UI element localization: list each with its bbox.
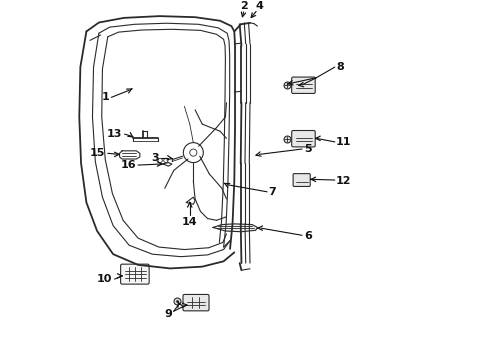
Text: 6: 6: [304, 231, 312, 241]
Text: 11: 11: [336, 137, 351, 147]
Text: 15: 15: [90, 148, 105, 158]
Text: 4: 4: [255, 1, 263, 12]
Text: 10: 10: [97, 274, 112, 284]
Text: 16: 16: [121, 160, 136, 170]
Text: 1: 1: [102, 93, 110, 102]
Text: 3: 3: [151, 153, 159, 163]
FancyBboxPatch shape: [121, 264, 149, 284]
Text: 8: 8: [336, 62, 343, 72]
Text: 14: 14: [182, 217, 197, 227]
Text: 7: 7: [268, 187, 276, 197]
FancyBboxPatch shape: [292, 77, 315, 94]
FancyBboxPatch shape: [292, 131, 315, 147]
Text: 12: 12: [336, 176, 351, 186]
Polygon shape: [213, 224, 257, 232]
Text: 5: 5: [304, 144, 312, 154]
FancyBboxPatch shape: [183, 294, 209, 311]
FancyBboxPatch shape: [293, 174, 310, 186]
Text: 9: 9: [164, 309, 172, 319]
Text: 2: 2: [241, 1, 248, 12]
Text: 13: 13: [107, 129, 122, 139]
